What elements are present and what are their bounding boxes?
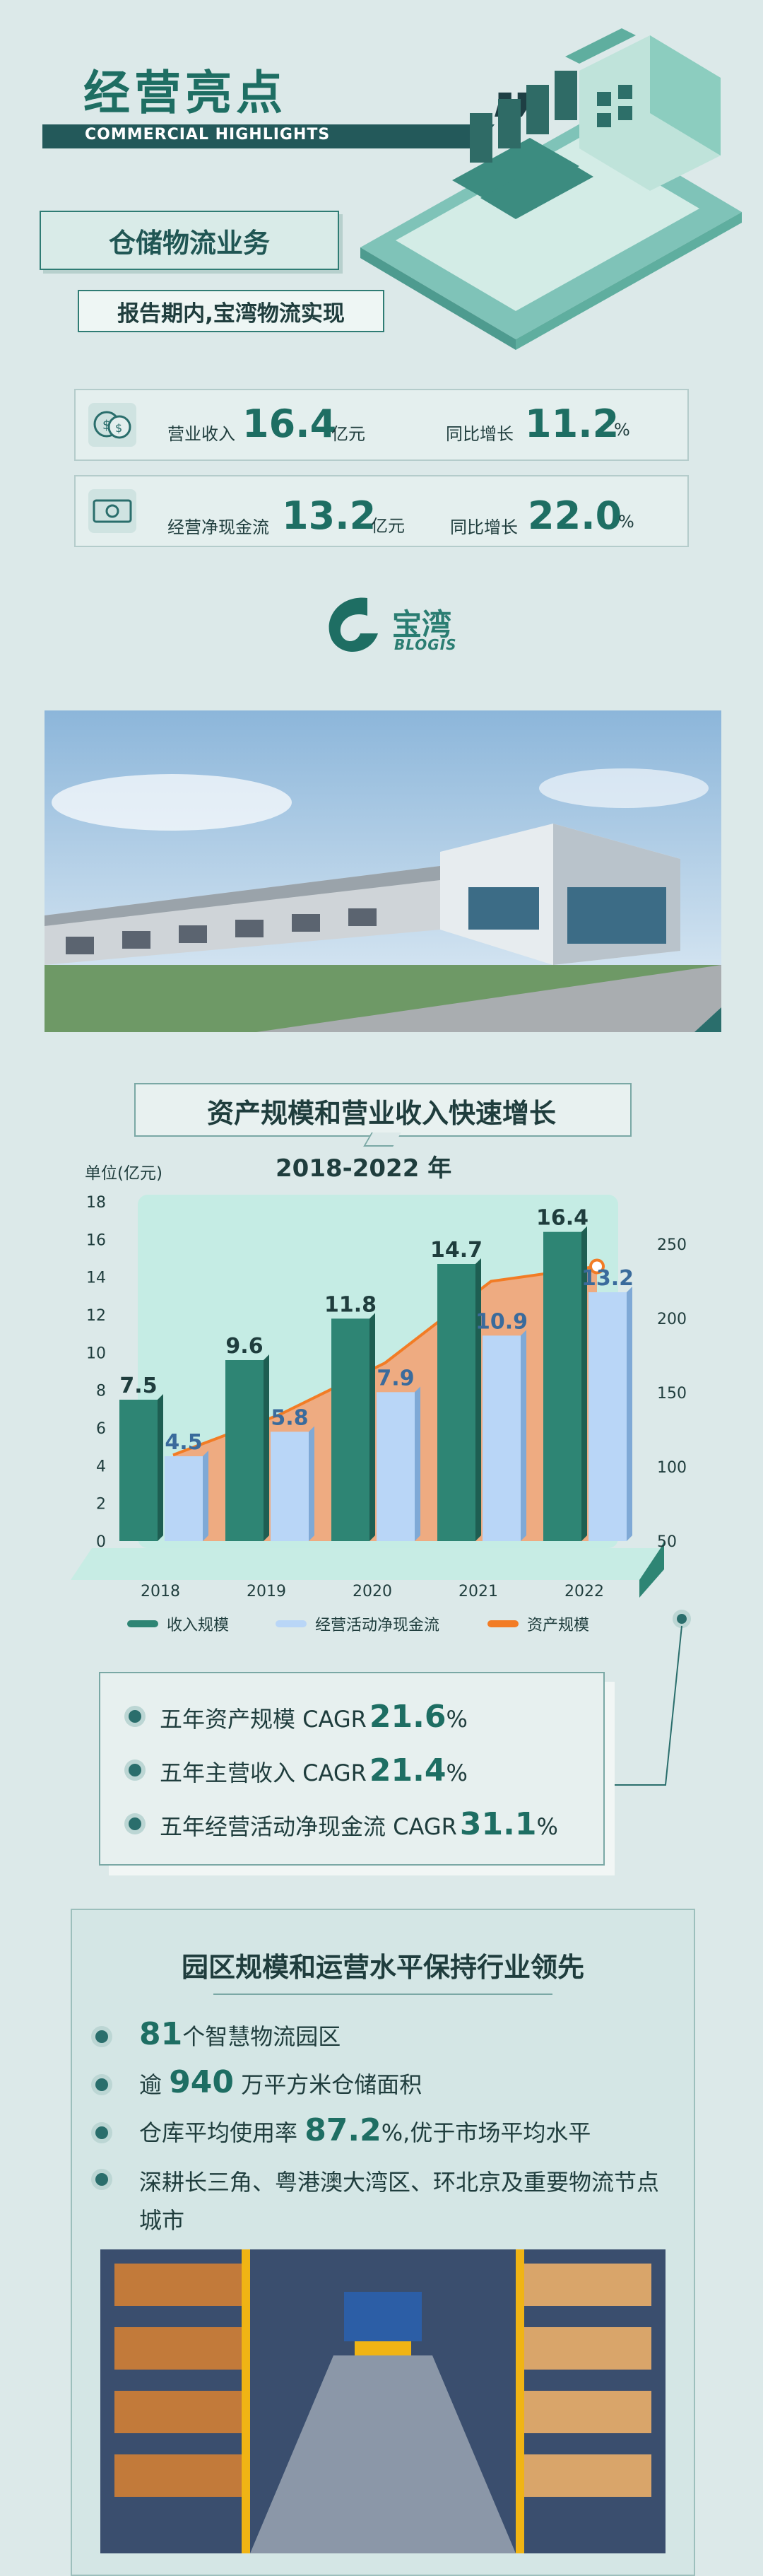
revenue-bar — [331, 1318, 369, 1541]
y-left-tick: 14 — [86, 1270, 106, 1287]
y-left-tick: 6 — [96, 1420, 106, 1438]
revenue-bar-label: 14.7 — [430, 1238, 483, 1263]
cagr-row: 五年经营活动净现金流 CAGR 31.1% — [129, 1806, 558, 1842]
legend-swatch — [276, 1620, 307, 1627]
cagr-box: 五年资产规模 CAGR 21.6% 五年主营收入 CAGR 21.4% 五年经营活动… — [99, 1672, 605, 1866]
coins-icon: $ $ — [88, 403, 136, 447]
bullet-icon — [129, 1817, 141, 1830]
warehouse-photo — [45, 710, 721, 1032]
intro-text: 报告期内,宝湾物流实现 — [78, 290, 384, 332]
logo-subtext: BLOGIS — [394, 636, 457, 653]
revenue-bar — [543, 1231, 581, 1541]
connector-line — [615, 1610, 691, 1786]
x-tick-label: 2018 — [141, 1583, 180, 1600]
y-left-tick: 0 — [96, 1533, 106, 1551]
revenue-bar-side — [158, 1394, 163, 1541]
revenue-bar — [437, 1264, 475, 1541]
y-right-tick: 250 — [657, 1236, 687, 1254]
cashflow-bar — [165, 1456, 203, 1541]
park-item: 逾 940 万平方米仓储面积 — [95, 2064, 422, 2100]
y-left-tick: 2 — [96, 1496, 106, 1514]
kpi-revenue: $ $ 营业收入 16.4 亿元 同比增长 11.2 % — [74, 389, 689, 461]
legend-label: 经营活动净现金流 — [315, 1617, 439, 1634]
y-right-tick: 100 — [657, 1459, 687, 1477]
chart-title: 资产规模和营业收入快速增长 — [206, 1098, 556, 1129]
bullet-icon — [129, 1710, 141, 1723]
y-left-tick: 8 — [96, 1383, 106, 1400]
y-left-tick: 16 — [86, 1231, 106, 1249]
park-item: 深耕长三角、粤港澳大湾区、环北京及重要物流节点 — [95, 2165, 659, 2197]
unit-label: 单位(亿元) — [85, 1164, 162, 1183]
revenue-bar-label: 7.5 — [119, 1374, 157, 1398]
park-item-cont: 城市 — [139, 2207, 185, 2234]
cashflow-bar-side — [203, 1451, 208, 1541]
legend-swatch — [127, 1620, 158, 1627]
cash-icon — [88, 489, 136, 533]
park-item: 仓库平均使用率 87.2%,优于市场平均水平 — [95, 2112, 591, 2148]
logo-text: 宝湾 — [392, 607, 452, 642]
revenue-bar-side — [264, 1354, 269, 1541]
cashflow-bar-label: 7.9 — [377, 1366, 414, 1391]
bullet-icon — [95, 2078, 108, 2091]
y-right-tick: 50 — [657, 1533, 677, 1551]
chart-period: 2018-2022 年 — [276, 1154, 452, 1183]
section-tag-warehouse: 仓储物流业务 — [40, 211, 339, 270]
cashflow-bar — [483, 1335, 521, 1541]
cashflow-bar-label: 13.2 — [581, 1266, 634, 1291]
cashflow-bar-side — [627, 1287, 632, 1541]
legend-label: 资产规模 — [527, 1617, 589, 1634]
x-tick-label: 2021 — [459, 1583, 498, 1600]
bullet-icon — [95, 2126, 108, 2139]
kpi-cashflow: 经营净现金流 13.2 亿元 同比增长 22.0 % — [74, 475, 689, 547]
chart-base-side — [639, 1541, 664, 1598]
park-box: 园区规模和运营水平保持行业领先 81个智慧物流园区 逾 940 万平方米仓储面积… — [71, 1909, 695, 2576]
x-tick-label: 2020 — [353, 1583, 392, 1600]
storage-photo — [100, 2249, 666, 2553]
cashflow-bar-label: 5.8 — [271, 1405, 308, 1430]
y-right-tick: 150 — [657, 1385, 687, 1403]
bullet-icon — [95, 2030, 108, 2043]
bullet-icon — [95, 2173, 108, 2186]
bullet-icon — [129, 1764, 141, 1776]
revenue-bar-side — [369, 1313, 375, 1541]
revenue-bar-label: 11.8 — [324, 1292, 377, 1317]
revenue-bar-label: 9.6 — [225, 1334, 263, 1359]
chart-base — [71, 1548, 661, 1580]
warehouse-illustration — [360, 28, 742, 350]
y-right-tick: 200 — [657, 1311, 687, 1328]
cashflow-bar-side — [521, 1330, 526, 1541]
legend-label: 收入规模 — [167, 1617, 229, 1634]
cashflow-bar — [377, 1392, 415, 1541]
x-tick-label: 2022 — [564, 1583, 604, 1600]
revenue-bar — [119, 1400, 158, 1541]
cashflow-bar-side — [309, 1426, 314, 1541]
cashflow-bar-side — [415, 1386, 420, 1541]
asset-point — [589, 1258, 605, 1275]
y-left-tick: 18 — [86, 1194, 106, 1212]
park-title: 园区规模和运营水平保持行业领先 — [181, 1952, 584, 1983]
park-item: 81个智慧物流园区 — [95, 2016, 341, 2052]
cashflow-bar — [588, 1292, 627, 1541]
revenue-bar-side — [475, 1258, 481, 1541]
cashflow-bar-label: 10.9 — [475, 1309, 528, 1334]
page-title: 经营亮点 — [83, 66, 287, 120]
cashflow-bar-label: 4.5 — [165, 1430, 202, 1455]
svg-text:$: $ — [115, 421, 122, 435]
y-left-tick: 4 — [96, 1458, 106, 1475]
cagr-row: 五年主营收入 CAGR 21.4% — [129, 1752, 468, 1788]
y-left-tick: 12 — [86, 1307, 106, 1325]
svg-text:$: $ — [102, 418, 110, 433]
cashflow-bar — [271, 1432, 309, 1541]
subtitle-band — [42, 124, 495, 148]
revenue-bar-side — [581, 1226, 587, 1541]
y-left-tick: 10 — [86, 1345, 106, 1362]
cagr-row: 五年资产规模 CAGR 21.6% — [129, 1699, 468, 1735]
blogis-logo — [329, 597, 378, 652]
revenue-bar-label: 16.4 — [536, 1206, 588, 1231]
legend-swatch — [487, 1620, 519, 1627]
chart-area: 0 2 4 6 8 10 12 14 16 18 50 100 150 200 250 7.5 4.5 2018 9… — [71, 1194, 687, 1634]
x-tick-label: 2019 — [247, 1583, 286, 1600]
page-subtitle: COMMERCIAL HIGHLIGHTS — [85, 126, 331, 144]
revenue-bar — [225, 1360, 264, 1541]
